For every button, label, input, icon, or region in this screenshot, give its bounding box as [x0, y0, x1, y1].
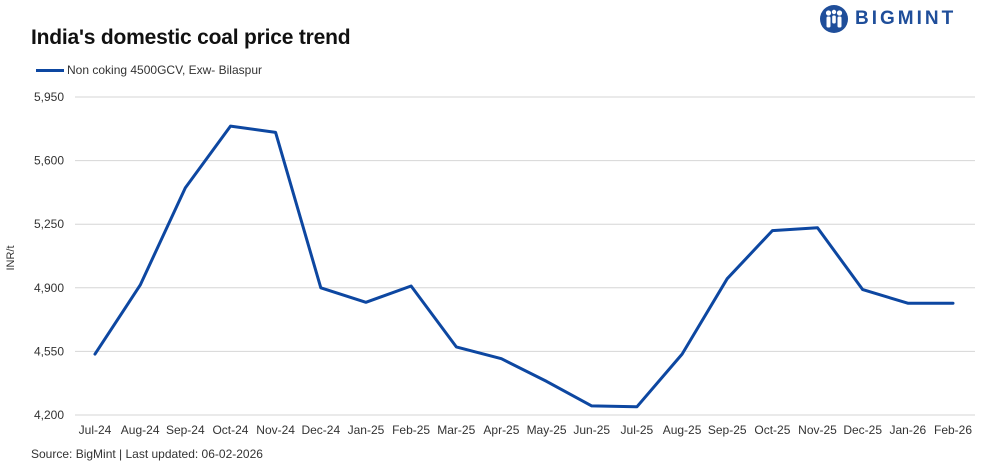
x-tick-label: Mar-25 — [437, 423, 475, 437]
legend-swatch — [36, 68, 64, 72]
x-tick-label: Jun-25 — [573, 423, 610, 437]
legend: Non coking 4500GCV, Exw- Bilaspur — [36, 63, 262, 77]
x-tick-label: May-25 — [527, 423, 567, 437]
x-tick-label: Sep-25 — [708, 423, 747, 437]
x-tick-label: Sep-24 — [166, 423, 205, 437]
x-tick-label: Jul-25 — [621, 423, 654, 437]
x-tick-label: Oct-24 — [212, 423, 248, 437]
series-line — [93, 124, 955, 409]
y-tick-labels: 4,200 4,550 4,900 5,250 5,600 5,950 — [34, 90, 64, 422]
x-tick-label: Nov-25 — [798, 423, 837, 437]
grid-layer — [75, 96, 975, 416]
x-tick-label: Feb-26 — [934, 423, 972, 437]
y-tick-label: 4,200 — [34, 408, 64, 422]
x-tick-label: Jul-24 — [79, 423, 112, 437]
x-tick-label: Jan-26 — [889, 423, 926, 437]
y-tick-label: 4,550 — [34, 344, 64, 358]
x-tick-label: Dec-25 — [843, 423, 882, 437]
x-tick-label: Dec-24 — [301, 423, 340, 437]
x-tick-label: Aug-24 — [121, 423, 160, 437]
source-note: Source: BigMint | Last updated: 06-02-20… — [31, 447, 263, 461]
x-tick-label: Nov-24 — [256, 423, 295, 437]
x-tick-label: Jan-25 — [348, 423, 385, 437]
x-tick-label: Aug-25 — [663, 423, 702, 437]
y-axis-title: INR/t — [5, 245, 17, 270]
x-tick-label: Apr-25 — [483, 423, 519, 437]
legend-label: Non coking 4500GCV, Exw- Bilaspur — [67, 63, 262, 77]
chart-title: India's domestic coal price trend — [31, 26, 351, 49]
x-tick-labels: Jul-24 Aug-24 Sep-24 Oct-24 Nov-24 Dec-24 Jan-… — [79, 423, 973, 437]
y-tick-label: 5,600 — [34, 154, 64, 168]
brand-name: BIGMINT — [855, 8, 957, 29]
y-tick-label: 5,950 — [34, 90, 64, 104]
series-layer — [93, 124, 955, 409]
people-logo-icon — [820, 5, 848, 33]
brand-logo: BIGMINT — [819, 4, 956, 34]
y-tick-label: 5,250 — [34, 217, 64, 231]
x-tick-label: Oct-25 — [754, 423, 790, 437]
y-tick-label: 4,900 — [34, 281, 64, 295]
x-tick-label: Feb-25 — [392, 423, 430, 437]
